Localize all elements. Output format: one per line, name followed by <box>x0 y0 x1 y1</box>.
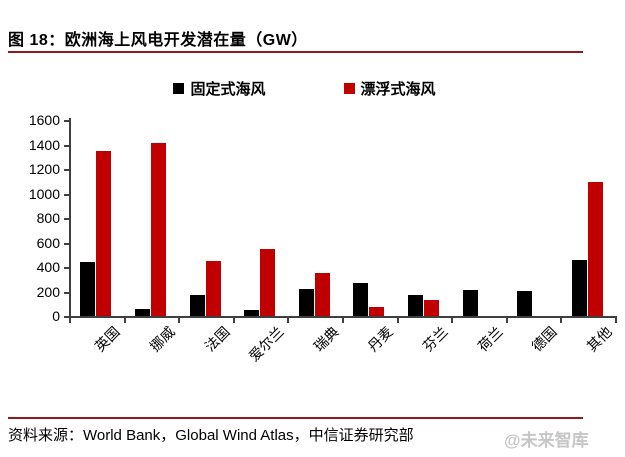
bar-fixed <box>572 260 587 316</box>
x-axis-category-label: 丹麦 <box>364 323 397 355</box>
x-axis-category-label: 荷兰 <box>474 323 506 355</box>
y-axis-tick-label: 1200 <box>28 161 60 177</box>
x-axis-tick <box>287 318 290 323</box>
x-axis-line <box>69 316 617 318</box>
x-axis-tick <box>123 318 126 323</box>
bar-fixed <box>463 290 478 316</box>
x-axis-tick <box>560 318 563 323</box>
bar-floating <box>151 143 166 316</box>
bar-floating <box>96 151 111 316</box>
bar-floating <box>206 261 221 316</box>
x-axis-category-label: 法国 <box>201 323 233 355</box>
y-axis-tick <box>64 218 69 220</box>
legend-item-fixed: 固定式海风 <box>173 78 266 99</box>
x-axis-tick <box>615 318 617 323</box>
y-axis-tick-label: 600 <box>36 234 60 251</box>
x-axis-category-label: 德国 <box>528 323 560 355</box>
footer-rule <box>8 417 583 419</box>
x-axis-tick <box>451 318 454 323</box>
bar-fixed <box>80 262 95 316</box>
y-axis-tick <box>64 242 69 245</box>
legend-swatch-fixed-icon <box>173 83 185 94</box>
legend-swatch-floating-icon <box>343 83 355 94</box>
y-axis-tick-label: 1600 <box>28 112 60 128</box>
x-axis-category-label: 瑞典 <box>310 323 342 355</box>
bar-fixed <box>244 310 259 316</box>
y-axis-line <box>69 118 71 317</box>
y-axis-tick-label: 800 <box>36 210 60 226</box>
y-axis-tick <box>64 193 69 196</box>
x-axis-category-label: 芬兰 <box>419 323 451 355</box>
bar-fixed <box>135 309 150 316</box>
x-axis-tick <box>505 318 508 323</box>
legend-item-floating: 漂浮式海风 <box>343 78 436 99</box>
bar-fixed <box>190 295 205 316</box>
y-axis-tick-label: 400 <box>36 259 60 275</box>
x-axis-category-label: 英国 <box>91 323 124 355</box>
bar-fixed <box>408 295 423 316</box>
y-axis-tick <box>64 291 69 294</box>
x-axis-tick <box>178 318 181 323</box>
y-axis-tick <box>64 169 69 171</box>
bar-floating <box>315 273 330 316</box>
watermark: @未来智库 <box>504 431 589 450</box>
x-axis-tick <box>342 318 344 323</box>
y-axis-tick-label: 1400 <box>28 136 60 153</box>
y-axis-tick <box>64 120 69 122</box>
bar-floating <box>260 249 275 316</box>
y-axis-tick-label: 1000 <box>28 185 60 202</box>
legend-label-fixed: 固定式海风 <box>190 81 266 98</box>
x-axis-category-label: 爱尔兰 <box>245 323 287 365</box>
x-axis-category-label: 挪威 <box>146 323 178 355</box>
x-axis-tick <box>396 318 399 323</box>
y-axis-tick <box>64 144 69 147</box>
bar-floating <box>369 307 384 316</box>
legend-label-floating: 漂浮式海风 <box>360 81 436 98</box>
source-note: 资料来源：World Bank，Global Wind Atlas，中信证券研究… <box>8 427 414 444</box>
bar-floating <box>424 300 439 316</box>
bar-fixed <box>353 283 368 316</box>
y-axis-tick-label: 0 <box>52 308 60 324</box>
y-axis-tick <box>64 316 69 318</box>
bar-fixed <box>517 291 532 316</box>
bar-floating <box>588 182 603 316</box>
x-axis-tick <box>232 318 235 323</box>
bar-fixed <box>299 289 314 316</box>
chart-legend: 固定式海风 漂浮式海风 <box>0 78 617 99</box>
figure-title: 图 18：欧洲海上风电开发潜在量（GW） <box>8 32 308 49</box>
title-rule <box>8 51 583 53</box>
y-axis-tick <box>64 267 69 269</box>
y-axis-tick-label: 200 <box>36 283 60 300</box>
x-axis-category-label: 其他 <box>583 323 615 355</box>
x-axis-tick <box>69 318 71 323</box>
